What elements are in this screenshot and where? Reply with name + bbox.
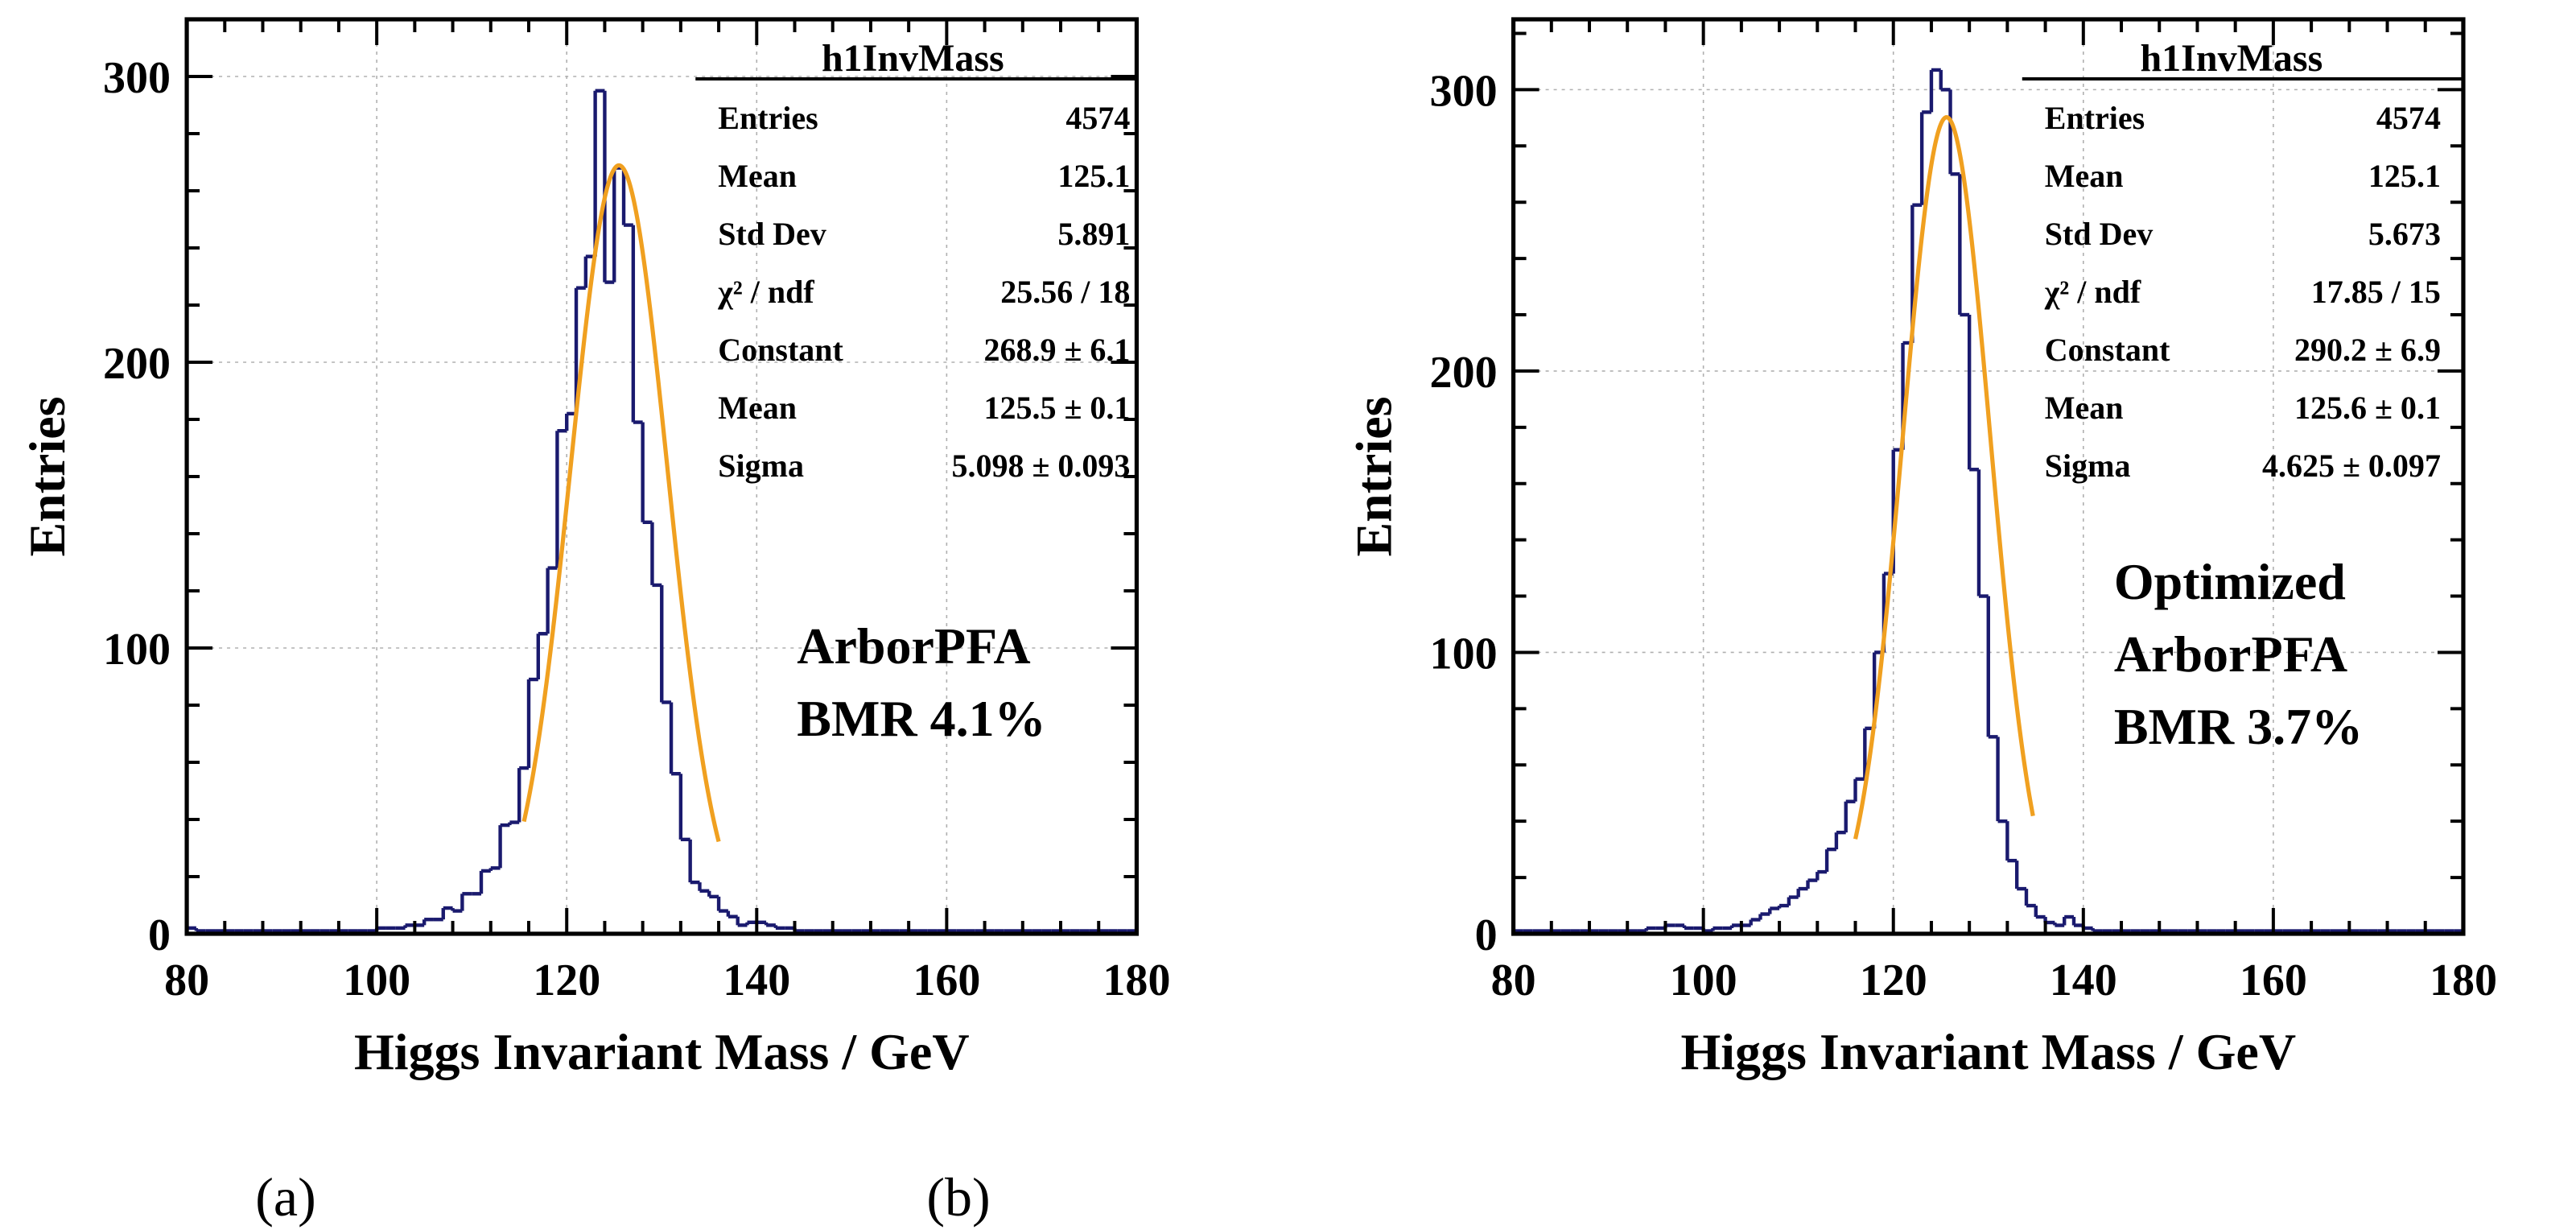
x-axis-title: Higgs Invariant Mass / GeV	[1680, 1023, 2296, 1080]
stats-row-label: Sigma	[2045, 448, 2131, 484]
stats-row-value: 4574	[2376, 100, 2441, 136]
histogram	[184, 89, 1137, 934]
stats-row-label: χ² / ndf	[717, 274, 814, 310]
stats-row-value: 4574	[1065, 100, 1130, 136]
tick-labels: 80 100 120 140 160 180 0 100 200 300	[103, 53, 1170, 1005]
stats-row-value: 5.673	[2368, 216, 2441, 252]
y-tick-label: 100	[1430, 629, 1498, 679]
stats-row-label: Mean	[2045, 158, 2124, 194]
stats-row-value: 125.6 ± 0.1	[2294, 390, 2441, 426]
stats-row-label: Constant	[718, 332, 843, 368]
stats-row-value: 4.625 ± 0.097	[2262, 448, 2441, 484]
stats-row-value: 125.5 ± 0.1	[983, 390, 1130, 426]
stats-row-value: 125.1	[2368, 158, 2441, 194]
stats-row-value: 290.2 ± 6.9	[2294, 332, 2441, 368]
annotation-line: ArborPFA	[797, 617, 1030, 675]
annotation-line: BMR 3.7%	[2114, 698, 2363, 755]
x-tick-label: 120	[533, 956, 600, 1005]
y-tick-label: 0	[1475, 910, 1498, 960]
y-tick-label: 300	[1430, 66, 1498, 116]
y-axis-title: Entries	[1346, 396, 1403, 556]
x-tick-label: 160	[2240, 956, 2307, 1005]
x-tick-label: 140	[2050, 956, 2117, 1005]
x-tick-label: 160	[913, 956, 980, 1005]
fit-curve	[521, 163, 721, 843]
x-tick-label: 180	[1103, 956, 1170, 1005]
y-tick-label: 200	[103, 339, 171, 389]
stats-row-value: 25.56 / 18	[1000, 274, 1130, 310]
stats-row-value: 5.098 ± 0.093	[951, 448, 1130, 484]
stats-row-label: Std Dev	[2045, 216, 2153, 252]
histogram	[1511, 68, 2463, 934]
x-tick-label: 120	[1860, 956, 1927, 1005]
stats-row-label: χ² / ndf	[2044, 274, 2141, 310]
y-tick-label: 0	[148, 910, 171, 960]
tick-labels: 80 100 120 140 160 180 0 100 200 300	[1430, 66, 2497, 1005]
y-axis-title: Entries	[19, 396, 76, 556]
annotation-line: Optimized	[2114, 553, 2346, 610]
chart-b: 80 100 120 140 160 180 0 100 200 300 Higgs Invaria…	[926, 17, 2497, 1228]
stats-title: h1InvMass	[822, 37, 1004, 80]
stats-row-label: Sigma	[718, 448, 804, 484]
stats-row-label: Std Dev	[718, 216, 826, 252]
x-tick-label: 100	[1670, 956, 1737, 1005]
annotation-line: ArborPFA	[2114, 625, 2347, 683]
fit-curve	[1853, 115, 2035, 840]
chart-a: 80 100 120 140 160 180 0 100 200 300 Higgs Invaria…	[19, 17, 1170, 1228]
stats-row-value: 5.891	[1057, 216, 1130, 252]
plot-frame	[1511, 17, 2466, 936]
stats-box: h1InvMass Entries 4574 Mean 125.1 Std Dev 5.67…	[2022, 37, 2463, 484]
y-tick-label: 100	[103, 625, 171, 675]
stats-row-label: Constant	[2045, 332, 2170, 368]
annotation-line: BMR 4.1%	[797, 690, 1045, 747]
stats-row-value: 268.9 ± 6.1	[983, 332, 1130, 368]
stats-row-label: Mean	[2045, 390, 2124, 426]
stats-row-value: 125.1	[1057, 158, 1130, 194]
stats-title: h1InvMass	[2140, 37, 2323, 80]
panel-caption: (a)	[255, 1166, 315, 1228]
stats-row-label: Entries	[2045, 100, 2145, 136]
x-tick-label: 80	[1491, 956, 1536, 1005]
stats-row-value: 17.85 / 15	[2311, 274, 2441, 310]
y-tick-label: 200	[1430, 348, 1498, 398]
x-tick-label: 140	[723, 956, 790, 1005]
x-axis-title: Higgs Invariant Mass / GeV	[354, 1023, 970, 1080]
stats-row-label: Entries	[718, 100, 818, 136]
x-tick-label: 100	[343, 956, 410, 1005]
stats-row-label: Mean	[718, 390, 797, 426]
x-tick-label: 80	[164, 956, 209, 1005]
x-tick-label: 180	[2430, 956, 2497, 1005]
y-tick-label: 300	[103, 53, 171, 103]
stats-row-label: Mean	[718, 158, 797, 194]
panel-caption: (b)	[926, 1166, 990, 1228]
